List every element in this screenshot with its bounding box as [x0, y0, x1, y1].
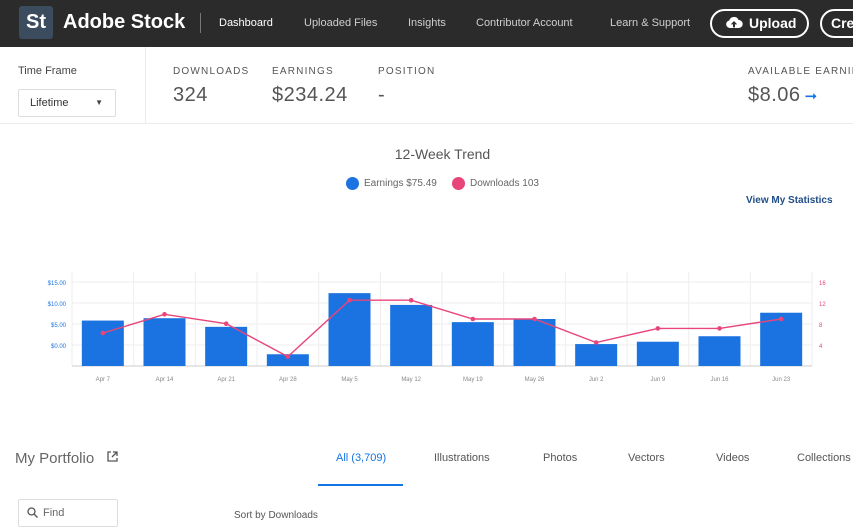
- x-tick-label: May 19: [463, 377, 483, 383]
- earnings-bar: [143, 318, 186, 366]
- downloads-point: [655, 326, 661, 331]
- earnings-bar: [513, 319, 556, 366]
- downloads-point: [162, 312, 167, 317]
- trend-chart: $15.00 $10.00 $5.00 $0.00 16 12 8 4 Apr 7 Apr 14 A…: [48, 272, 826, 383]
- earnings-bar: [451, 322, 494, 366]
- downloads-point: [470, 316, 476, 322]
- nav-insights[interactable]: Insights: [408, 17, 446, 29]
- earnings-bar: [266, 354, 309, 366]
- nav-learn-support[interactable]: Learn & Support: [610, 17, 691, 29]
- upload-button[interactable]: Upload: [710, 9, 809, 38]
- top-bar: St Adobe Stock Dashboard Uploaded Files …: [0, 0, 853, 47]
- y-right-tick-label: 12: [819, 302, 826, 308]
- legend-downloads-label: Downloads 103: [470, 178, 539, 190]
- earnings-bar: [390, 304, 433, 366]
- x-tick-label: Jun 16: [710, 377, 729, 383]
- trend-title: 12-Week Trend: [394, 146, 491, 162]
- earnings-label: EARNINGS: [272, 66, 334, 77]
- available-earnings-label: AVAILABLE EARNINGS: [748, 66, 853, 77]
- tab-videos[interactable]: Videos: [716, 452, 750, 464]
- x-tick-label: Apr 28: [279, 377, 297, 383]
- search-placeholder: Find: [43, 507, 65, 519]
- create-label: Cre: [831, 15, 853, 31]
- brand-name[interactable]: Adobe Stock: [63, 11, 186, 33]
- downloads-label: DOWNLOADS: [173, 66, 250, 77]
- active-tab-indicator: [318, 484, 403, 486]
- search-icon: [27, 507, 38, 518]
- x-tick-label: May 26: [525, 377, 545, 383]
- x-tick-label: Apr 14: [156, 377, 174, 383]
- earnings-bar: [698, 336, 741, 366]
- earnings-dot-icon: [346, 177, 359, 190]
- x-tick-label: Apr 7: [96, 377, 111, 383]
- x-tick-label: May 12: [401, 377, 421, 383]
- time-frame-label: Time Frame: [18, 65, 77, 77]
- tab-vectors[interactable]: Vectors: [628, 452, 665, 464]
- x-tick-label: Jun 2: [589, 377, 604, 383]
- y-right-tick-label: 4: [819, 344, 823, 350]
- arrow-right-icon[interactable]: ➞: [804, 88, 818, 105]
- earnings-bar: [205, 326, 248, 366]
- search-input[interactable]: Find: [18, 499, 118, 527]
- available-earnings-value[interactable]: $8.06 ➞: [748, 84, 818, 107]
- tab-all[interactable]: All (3,709): [336, 452, 387, 464]
- y-left-tick-label: $5.00: [51, 323, 67, 329]
- position-value: -: [378, 84, 386, 106]
- y-right-tick-label: 8: [819, 323, 823, 329]
- time-frame-select[interactable]: Lifetime ▼: [18, 89, 116, 117]
- y-left-tick-label: $10.00: [48, 302, 67, 308]
- x-tick-label: Jun 23: [772, 377, 791, 383]
- tab-photos[interactable]: Photos: [543, 452, 578, 464]
- y-left-tick-label: $0.00: [51, 344, 67, 350]
- x-tick-label: Jun 9: [650, 377, 665, 383]
- cloud-upload-icon: [726, 16, 743, 28]
- downloads-point: [100, 330, 106, 336]
- downloads-point: [285, 354, 291, 359]
- position-label: POSITION: [378, 66, 436, 77]
- adobe-stock-logo[interactable]: St: [19, 6, 53, 39]
- portfolio-title: My Portfolio: [15, 450, 95, 467]
- legend-downloads[interactable]: Downloads 103: [452, 177, 539, 190]
- downloads-line: [102, 299, 782, 358]
- chevron-down-icon: ▼: [95, 98, 103, 107]
- nav-dashboard[interactable]: Dashboard: [219, 17, 273, 29]
- downloads-point: [593, 340, 599, 345]
- stats-bar: Time Frame Lifetime ▼ DOWNLOADS 324 EARN…: [0, 47, 853, 124]
- view-statistics-link[interactable]: View My Statistics: [746, 195, 833, 206]
- downloads-point: [408, 297, 414, 303]
- earnings-bar: [636, 341, 679, 366]
- tab-collections[interactable]: Collections: [797, 452, 851, 464]
- x-tick-label: Apr 21: [217, 377, 235, 383]
- downloads-point: [223, 321, 229, 326]
- downloads-point: [778, 316, 784, 322]
- create-button[interactable]: Cre: [820, 9, 853, 38]
- external-link-icon[interactable]: [106, 450, 119, 463]
- nav-uploaded-files[interactable]: Uploaded Files: [304, 17, 378, 29]
- downloads-point: [347, 297, 352, 303]
- nav-contributor-account[interactable]: Contributor Account: [476, 17, 573, 29]
- y-right-tick-label: 16: [819, 281, 826, 287]
- nav-divider: [200, 13, 201, 33]
- legend-earnings[interactable]: Earnings $75.49: [346, 177, 437, 190]
- y-left-tick-label: $15.00: [48, 281, 67, 287]
- downloads-dot-icon: [452, 177, 465, 190]
- earnings-bar: [575, 344, 618, 366]
- stats-divider: [145, 47, 146, 124]
- downloads-value: 324: [173, 84, 208, 106]
- downloads-point: [532, 316, 537, 322]
- earnings-value: $234.24: [272, 84, 348, 106]
- earnings-bar: [328, 293, 371, 366]
- time-frame-value: Lifetime: [30, 97, 69, 109]
- upload-label: Upload: [749, 15, 797, 31]
- x-tick-label: May 5: [341, 377, 358, 383]
- legend-earnings-label: Earnings $75.49: [364, 178, 437, 190]
- downloads-point: [717, 326, 722, 331]
- tab-illustrations[interactable]: Illustrations: [434, 452, 490, 464]
- earnings-bar: [81, 320, 124, 366]
- available-earnings-amount: $8.06: [748, 84, 801, 106]
